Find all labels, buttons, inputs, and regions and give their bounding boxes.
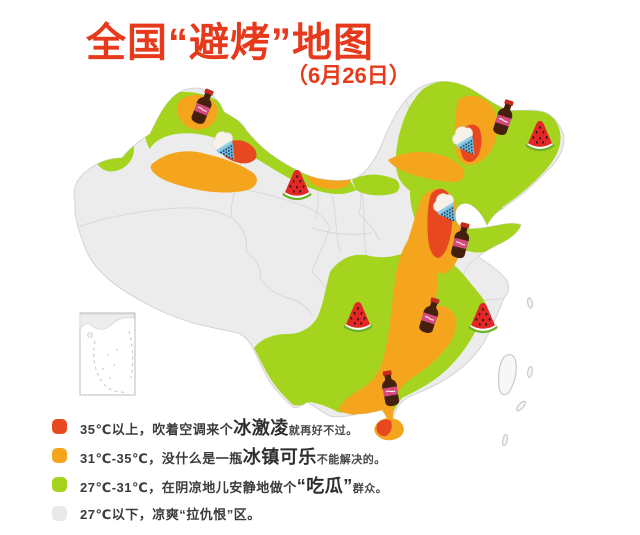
legend-item-text: 27℃-31℃，在阴凉地儿安静地做个“吃瓜”群众。 bbox=[80, 475, 388, 496]
legend-color-dot bbox=[52, 477, 67, 492]
legend-item-below-27: 27℃以下，凉爽“拉仇恨”区。 bbox=[52, 499, 387, 528]
legend-item-text: 35℃以上，吹着空调来个冰激凌就再好不过。 bbox=[80, 417, 358, 438]
province-borders bbox=[79, 99, 505, 337]
legend-item-31-35: 31℃-35℃，没什么是一瓶冰镇可乐不能解决的。 bbox=[52, 441, 387, 470]
legend-item-text: 31℃-35℃，没什么是一瓶冰镇可乐不能解决的。 bbox=[80, 446, 386, 467]
offshore-islands bbox=[501, 297, 534, 446]
page-title: 全国“避烤”地图 bbox=[86, 21, 374, 65]
taiwan-island bbox=[498, 353, 517, 396]
legend-item-27-31: 27℃-31℃，在阴凉地儿安静地做个“吃瓜”群众。 bbox=[52, 470, 387, 499]
legend-color-dot bbox=[52, 506, 67, 521]
south-china-sea-inset bbox=[79, 312, 136, 396]
legend-color-dot bbox=[52, 419, 67, 434]
legend-item-text: 27℃以下，凉爽“拉仇恨”区。 bbox=[80, 507, 261, 522]
legend-item-above-35: 35℃以上，吹着空调来个冰激凌就再好不过。 bbox=[52, 412, 387, 441]
map-date: （6月26日） bbox=[286, 63, 411, 88]
temperature-legend: 35℃以上，吹着空调来个冰激凌就再好不过。 31℃-35℃，没什么是一瓶冰镇可乐不… bbox=[52, 412, 387, 528]
hainan-island bbox=[374, 417, 404, 441]
legend-color-dot bbox=[52, 448, 67, 463]
